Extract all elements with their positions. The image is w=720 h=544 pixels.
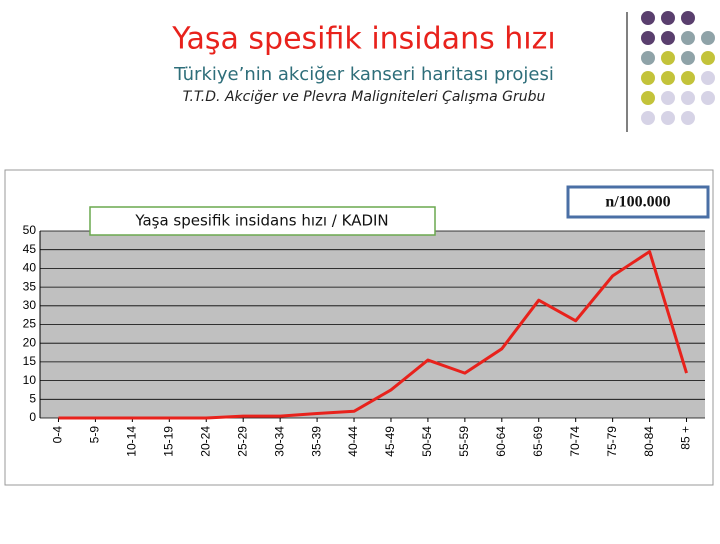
subtitle: Türkiye’nin akciğer kanseri haritası pro… xyxy=(173,64,554,85)
credit: T.T.D. Akciğer ve Plevra Maligniteleri Ç… xyxy=(183,89,546,105)
x-tick-label: 0-4 xyxy=(51,426,65,444)
x-tick-label: 75-79 xyxy=(605,426,619,457)
x-tick-label: 60-64 xyxy=(494,426,508,457)
x-tick-label: 40-44 xyxy=(346,426,360,457)
y-tick-label: 30 xyxy=(23,298,37,312)
x-tick-label: 35-39 xyxy=(309,426,323,457)
x-tick-label: 45-49 xyxy=(383,426,397,457)
y-tick-label: 40 xyxy=(23,261,37,275)
slide-title: Yaşa spesifik insidans hızı xyxy=(171,22,555,57)
x-tick-label: 25-29 xyxy=(235,426,249,457)
x-tick-label: 85 + xyxy=(679,426,693,450)
y-tick-label: 50 xyxy=(23,223,37,237)
x-tick-label: 65-69 xyxy=(531,426,545,457)
unit-label: n/100.000 xyxy=(605,194,670,211)
x-tick-label: 50-54 xyxy=(420,426,434,457)
y-tick-label: 20 xyxy=(23,335,37,349)
decoration xyxy=(626,11,715,132)
series-label-box xyxy=(89,206,436,236)
unit-box xyxy=(566,185,710,219)
series-line xyxy=(58,250,688,420)
x-tick-label: 70-74 xyxy=(568,426,582,457)
y-tick-label: 0 xyxy=(29,410,36,424)
series-label: Yaşa spesifik insidans hızı / KADIN xyxy=(134,212,388,230)
x-tick-label: 15-19 xyxy=(161,426,175,457)
y-tick-label: 5 xyxy=(29,391,36,405)
y-tick-label: 25 xyxy=(23,317,37,331)
x-tick-label: 20-24 xyxy=(198,426,212,457)
x-tick-label: 55-59 xyxy=(457,426,471,457)
x-tick-label: 30-34 xyxy=(272,426,286,457)
y-tick-label: 10 xyxy=(23,373,37,387)
y-tick-label: 35 xyxy=(23,279,37,293)
x-tick-label: 5-9 xyxy=(88,426,102,444)
y-tick-label: 15 xyxy=(23,354,37,368)
y-tick-label: 45 xyxy=(23,242,37,256)
x-tick-label: 80-84 xyxy=(642,426,656,457)
x-tick-label: 10-14 xyxy=(125,426,139,457)
